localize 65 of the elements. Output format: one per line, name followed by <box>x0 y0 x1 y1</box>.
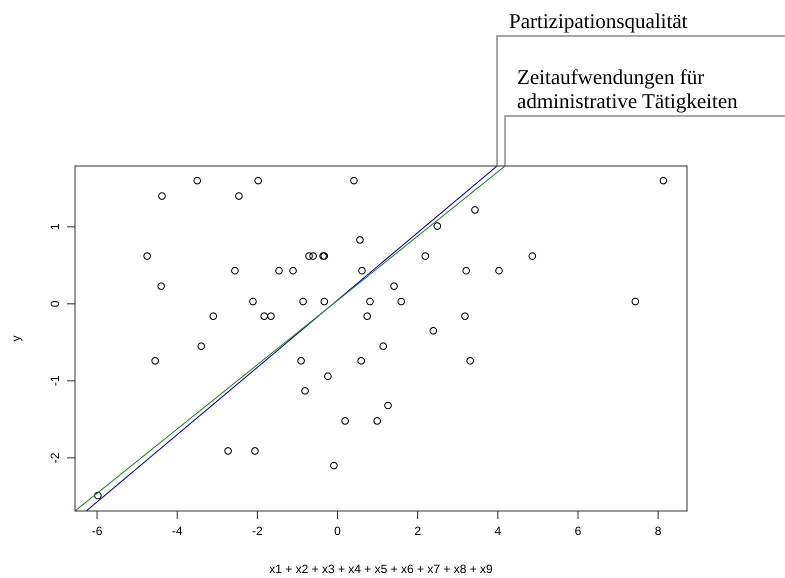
point <box>193 176 202 184</box>
x-tick-label: -2 <box>252 524 264 538</box>
point <box>434 222 442 230</box>
x-tick-label: 4 <box>494 524 502 538</box>
point <box>379 342 388 350</box>
point <box>341 417 349 425</box>
point <box>363 312 371 320</box>
x-tick-label: 8 <box>654 524 662 538</box>
point <box>249 298 257 306</box>
point <box>235 192 243 200</box>
point <box>251 447 259 455</box>
text: Partizipationsqualität <box>509 9 688 33</box>
x-tick-label: 6 <box>574 524 582 538</box>
point <box>320 298 328 306</box>
point <box>421 252 430 260</box>
point <box>495 266 503 275</box>
point <box>466 357 474 365</box>
point <box>224 447 232 455</box>
point <box>158 192 166 200</box>
point <box>528 252 536 260</box>
point <box>301 387 309 395</box>
point <box>260 312 268 320</box>
x-tick-label: 2 <box>414 524 422 538</box>
point <box>357 357 365 365</box>
point <box>350 176 358 184</box>
point <box>305 252 313 260</box>
point <box>94 492 102 500</box>
point <box>151 357 159 365</box>
point <box>267 312 275 320</box>
x-tick-label: -6 <box>92 524 103 538</box>
point <box>358 266 366 275</box>
point <box>373 417 381 425</box>
x-tick-label: -4 <box>172 524 183 538</box>
point <box>462 266 470 275</box>
point <box>384 402 392 410</box>
point <box>430 327 438 335</box>
x-tick-label: 0 <box>334 524 342 538</box>
point <box>309 252 317 260</box>
point <box>143 252 151 260</box>
y-axis-title: y <box>9 336 23 342</box>
point <box>330 462 338 470</box>
x-axis-title: x1 + x2 + x3 + x4 + x5 + x6 + x7 + x8 + x9 <box>269 562 494 576</box>
point <box>632 298 640 306</box>
point <box>254 176 262 184</box>
point <box>390 282 398 290</box>
point <box>209 312 218 320</box>
point <box>297 357 305 365</box>
point <box>231 266 239 275</box>
y-tick-label: -2 <box>48 452 62 464</box>
y-tick-label: 0 <box>48 300 62 308</box>
point <box>275 266 283 275</box>
point <box>356 236 364 244</box>
point <box>197 342 206 350</box>
point <box>366 298 374 306</box>
point <box>157 282 165 290</box>
point <box>461 312 469 320</box>
text: Zeitaufwendungen für administrative Tätigkeiten <box>517 65 738 113</box>
y-tick-label: -1 <box>48 375 62 386</box>
point <box>397 298 406 306</box>
point <box>471 206 479 214</box>
point <box>299 298 307 306</box>
point <box>289 266 297 275</box>
y-tick-label: 1 <box>48 223 62 230</box>
point <box>324 372 332 380</box>
point <box>660 176 668 184</box>
